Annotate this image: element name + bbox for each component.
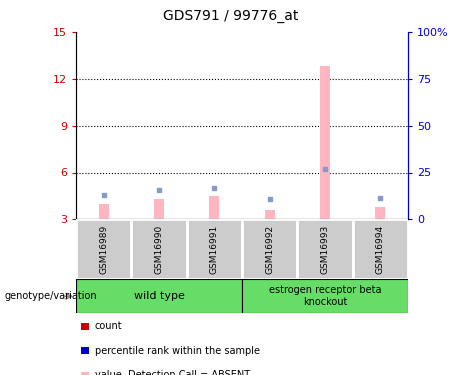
Text: percentile rank within the sample: percentile rank within the sample xyxy=(95,346,260,355)
Bar xyxy=(297,219,353,279)
Bar xyxy=(81,372,89,375)
Bar xyxy=(76,219,131,279)
Bar xyxy=(320,66,330,219)
Bar xyxy=(353,219,408,279)
Bar xyxy=(375,207,385,219)
Bar xyxy=(81,323,89,330)
Text: GSM16990: GSM16990 xyxy=(154,225,164,274)
Bar xyxy=(187,219,242,279)
Text: GSM16994: GSM16994 xyxy=(376,225,385,274)
Bar xyxy=(76,279,242,313)
Text: GDS791 / 99776_at: GDS791 / 99776_at xyxy=(163,9,298,23)
Text: wild type: wild type xyxy=(134,291,184,301)
Text: GSM16993: GSM16993 xyxy=(320,225,330,274)
Text: estrogen receptor beta
knockout: estrogen receptor beta knockout xyxy=(269,285,381,308)
Text: value, Detection Call = ABSENT: value, Detection Call = ABSENT xyxy=(95,370,249,375)
Bar xyxy=(209,196,219,219)
Bar xyxy=(242,279,408,313)
Text: genotype/variation: genotype/variation xyxy=(5,291,97,301)
Text: GSM16989: GSM16989 xyxy=(99,225,108,274)
Bar xyxy=(81,347,89,354)
Bar xyxy=(99,204,109,219)
Bar xyxy=(242,219,297,279)
Bar xyxy=(154,199,164,219)
Text: GSM16992: GSM16992 xyxy=(265,225,274,274)
Bar xyxy=(265,210,275,219)
Bar xyxy=(131,219,187,279)
Text: count: count xyxy=(95,321,122,331)
Text: GSM16991: GSM16991 xyxy=(210,225,219,274)
